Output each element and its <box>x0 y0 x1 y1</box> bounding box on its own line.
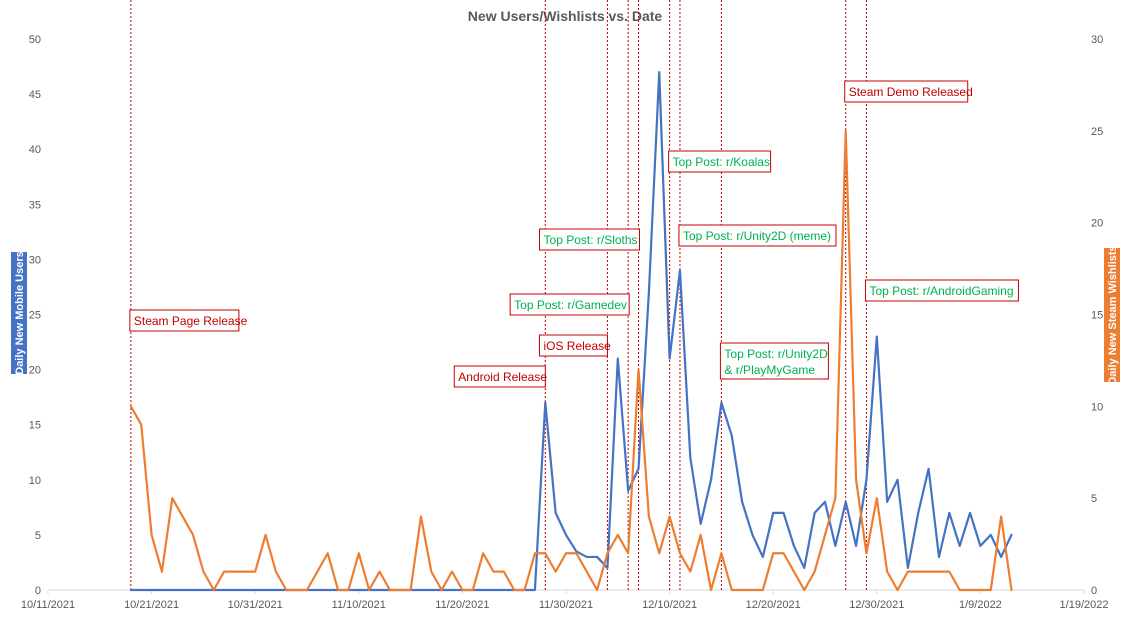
annotation-text: Top Post: r/Koalas <box>673 155 770 169</box>
annotation-text: Android Release <box>458 370 547 384</box>
chart-title: New Users/Wishlists vs. Date <box>468 8 663 24</box>
annotation-label: Top Post: r/Sloths <box>539 228 641 251</box>
annotation-label: Steam Demo Released <box>844 80 973 103</box>
y-right-title-bg <box>1104 248 1120 382</box>
y-right-tick-label: 5 <box>1091 493 1097 505</box>
y-left-tick-label: 35 <box>29 199 41 211</box>
x-tick-label: 12/20/2021 <box>746 599 801 611</box>
x-tick-label: 10/11/2021 <box>21 599 75 611</box>
y-right-tick-label: 10 <box>1091 401 1103 413</box>
y-left-tick-label: 30 <box>29 254 41 266</box>
annotation-text: Top Post: r/Gamedev <box>514 298 627 312</box>
y-left-title-group: Daily New Mobile Users <box>11 251 27 375</box>
y-left-tick-label: 5 <box>35 530 41 542</box>
y-left-tick-label: 50 <box>29 34 41 46</box>
y-right-tick-label: 0 <box>1091 585 1097 597</box>
y-left-axis-title: Daily New Mobile Users <box>14 251 26 375</box>
series-layer <box>129 70 1013 592</box>
annotation-text: Steam Demo Released <box>849 85 973 99</box>
x-tick-label: 12/30/2021 <box>849 599 904 611</box>
x-tick-label: 1/19/2022 <box>1060 599 1109 611</box>
annotation-label: Top Post: r/Unity2D & r/PlayMyGame <box>719 342 829 380</box>
annotation-text: Top Post: r/Unity2D <box>724 347 828 361</box>
x-tick-label: 10/31/2021 <box>228 599 283 611</box>
series-line-steam-wishlists <box>129 129 1013 592</box>
y-left-title-bg <box>11 252 27 374</box>
y-right-tick-label: 25 <box>1091 126 1103 138</box>
annotation-box <box>864 279 1019 302</box>
annotation-label: iOS Release <box>538 334 611 357</box>
series-line-mobile-users <box>129 70 1013 592</box>
y-right-tick-label: 20 <box>1091 218 1103 230</box>
x-tick-label: 11/10/2021 <box>332 599 386 611</box>
annotation-box <box>539 228 641 251</box>
y-left-tick-label: 15 <box>29 420 41 432</box>
axis-layer: 0 5 10 15 20 25 30 35 40 45 50 0 5 10 15 20 25 30 10/11/20… <box>21 34 1109 611</box>
y-right-tick-label: 30 <box>1091 34 1103 46</box>
annotation-text: iOS Release <box>543 339 611 353</box>
annotation-label: Top Post: r/Gamedev <box>509 293 630 316</box>
annotation-text: Top Post: r/AndroidGaming <box>869 284 1013 298</box>
annotation-line-layer <box>130 0 867 590</box>
annotation-text: & r/PlayMyGame <box>724 363 815 377</box>
annotation-box <box>668 150 772 173</box>
annotation-box <box>678 224 837 247</box>
x-tick-label: 12/10/2021 <box>642 599 697 611</box>
annotation-text: Steam Page Release <box>134 314 248 328</box>
y-left-tick-label: 20 <box>29 365 41 377</box>
annotation-box <box>844 80 969 103</box>
y-left-tick-label: 40 <box>29 144 41 156</box>
y-right-title-group: Daily New Steam Wishlists <box>1104 245 1120 385</box>
y-right-tick-label: 15 <box>1091 310 1103 322</box>
annotation-label: Android Release <box>453 365 547 388</box>
x-tick-label: 10/21/2021 <box>124 599 179 611</box>
annotation-box <box>509 293 630 316</box>
annotation-text: Top Post: r/Sloths <box>544 233 638 247</box>
x-tick-label: 11/20/2021 <box>435 599 489 611</box>
annotation-label-layer: Steam Page Release Android Release iOS Rel… <box>129 80 1019 388</box>
annotation-label: Steam Page Release <box>129 309 248 332</box>
x-tick-label: 1/9/2022 <box>959 599 1002 611</box>
y-right-axis-title: Daily New Steam Wishlists <box>1107 245 1119 384</box>
x-tick-label: 11/30/2021 <box>539 599 593 611</box>
y-left-tick-label: 0 <box>35 585 41 597</box>
y-left-tick-label: 10 <box>29 475 41 487</box>
annotation-box <box>129 309 240 332</box>
annotation-label: Top Post: r/Unity2D (meme) <box>678 224 837 247</box>
annotation-box <box>719 342 829 380</box>
annotation-box <box>453 365 546 388</box>
annotation-label: Top Post: r/Koalas <box>668 150 772 173</box>
annotation-text: Top Post: r/Unity2D (meme) <box>683 229 831 243</box>
annotation-label: Top Post: r/AndroidGaming <box>864 279 1019 302</box>
y-left-tick-label: 45 <box>29 89 41 101</box>
annotation-box <box>538 334 608 357</box>
y-left-tick-label: 25 <box>29 310 41 322</box>
